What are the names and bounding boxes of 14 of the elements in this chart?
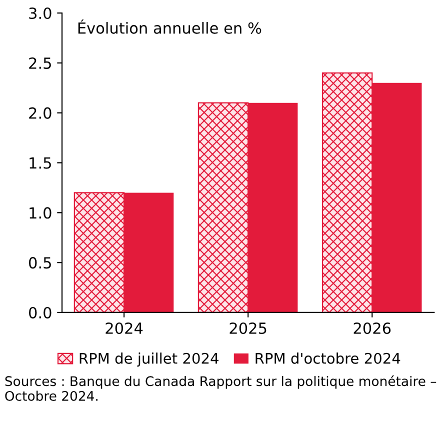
x-tick-label: 2026 [354, 322, 391, 334]
legend-label: RPM d'octobre 2024 [256, 352, 400, 364]
x-tick-label: 2025 [230, 322, 266, 334]
y-tick-label: 2.0 [29, 107, 52, 119]
x-tick-label: 2024 [106, 322, 143, 334]
y-tick-label: 3.0 [29, 7, 52, 20]
y-tick-label: 0.5 [29, 257, 51, 269]
y-tick-label: 1.5 [30, 157, 51, 169]
y-tick-label: 1.0 [30, 207, 52, 219]
legend-label: RPM de juillet 2024 [80, 352, 218, 367]
y-tick-label: 2.5 [29, 57, 51, 69]
chart-title: Évolution annuelle en % [78, 19, 262, 34]
y-tick-label: 0.0 [29, 306, 52, 318]
source-note: Sources : Banque du Canada Rapport sur la politique monétaire – Octobre 2024. [5, 375, 436, 401]
